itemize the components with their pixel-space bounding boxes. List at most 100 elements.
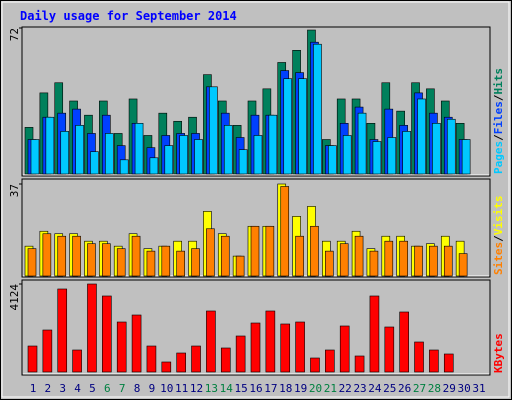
bar [87,243,96,277]
x-tick-label: 3 [59,382,66,395]
x-tick-label: 13 [205,382,218,395]
x-tick-label: 14 [220,382,234,395]
bar [384,240,394,277]
bar [164,145,174,175]
bar [429,349,439,373]
bar [42,329,53,373]
x-tick-label: 30 [458,382,471,395]
bar [265,225,275,277]
bar [443,245,453,277]
bar [313,43,322,175]
bar [280,323,291,373]
bar [220,347,231,373]
bar [75,125,84,175]
bar [194,139,203,175]
x-tick-label: 20 [309,382,322,395]
bar [149,157,159,175]
bar [90,151,99,175]
bar [45,116,55,175]
x-tick-label: 11 [175,382,188,395]
bar [461,139,471,175]
bar [310,225,319,277]
bar [209,86,218,175]
chart-title: Daily usage for September 2014 [20,9,237,23]
bar [146,250,156,277]
legend-entry: KBytes [492,333,505,373]
legend-entry: Visits [492,196,505,236]
x-tick-label: 19 [294,382,307,395]
x-tick-label: 15 [235,382,248,395]
bar [42,233,52,277]
bar [134,123,144,175]
legend: KBytes [492,333,505,373]
x-tick-label: 26 [398,382,411,395]
bar [443,353,454,373]
bar [357,112,367,175]
bar [369,250,379,277]
bar [116,248,126,277]
bar [27,345,38,373]
legend-separator: / [492,134,505,141]
bar [57,235,67,277]
bar [429,245,438,277]
legend: Pages/Files/Hits [492,68,505,174]
bar [417,98,426,175]
y-tick-label: 4124 [8,284,21,311]
y-tick-label: 37 [8,184,21,197]
bar [102,243,111,277]
bar [250,322,261,373]
legend-entry: Files [492,101,505,134]
x-tick-label: 10 [160,382,173,395]
x-tick-label: 18 [279,382,292,395]
bar [87,283,97,373]
bar [298,78,307,175]
bar [414,245,423,277]
x-tick-label: 24 [368,382,382,395]
bar [354,235,364,277]
bar [102,295,112,373]
bar [253,135,263,175]
bar [119,159,129,175]
bar [131,235,141,277]
bar [30,139,40,175]
x-tick-label: 6 [104,382,111,395]
bar [161,361,172,373]
bar [72,349,82,373]
bar [325,349,335,373]
x-tick-label: 22 [339,382,352,395]
bar [399,240,408,277]
bar [399,311,409,373]
bar [342,135,352,175]
x-tick-label: 16 [249,382,262,395]
bar [339,243,349,277]
bar [402,131,411,175]
bar [446,118,456,175]
bar [176,352,186,373]
x-tick-label: 31 [472,382,485,395]
bar [206,228,215,277]
y-tick-label: 72 [8,28,21,41]
bar [268,114,278,175]
x-tick-label: 17 [264,382,277,395]
bar [206,310,216,373]
legend-entry: Hits [492,68,505,95]
bar [238,149,248,175]
bar [283,78,293,175]
bar [387,137,397,175]
bar [235,255,245,277]
bar [280,186,290,277]
bar [131,314,142,373]
bar [250,225,260,277]
bar [310,357,320,373]
bar [458,253,468,277]
x-tick-label: 28 [428,382,441,395]
bar [116,321,127,373]
legend-entry: Pages [492,141,505,174]
legend-separator: / [492,94,505,101]
bar [161,245,171,277]
bar [295,321,305,373]
x-tick-label: 8 [134,382,141,395]
bar [354,355,365,373]
